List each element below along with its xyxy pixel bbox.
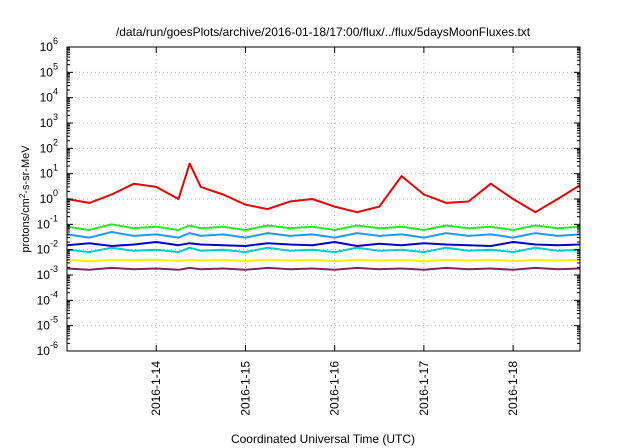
x-tick-label: 2016-1-18 [506,361,520,416]
y-tick-label: 105 [40,61,58,79]
y-tick-label: 10-5 [37,315,58,333]
series-line-7 [66,266,581,271]
y-tick-label: 101 [40,163,58,181]
series-line-3 [66,231,581,239]
y-tick-label: 103 [40,112,58,130]
y-tick-label: 10-2 [37,239,58,257]
y-tick-label: 10-3 [37,264,58,282]
y-tick-label: 104 [40,87,58,105]
series-line-5 [66,241,581,247]
series-line-2 [66,223,581,231]
series-line-6 [66,258,581,263]
x-tick-label: 2016-1-17 [417,361,431,416]
x-tick-label: 2016-1-14 [149,361,163,416]
series-line-4 [66,246,581,254]
y-tick-label: 10-4 [37,289,58,307]
series-line-1 [66,162,581,214]
y-axis-label-base: protons/cm [20,198,32,252]
y-tick-label: 106 [40,36,58,54]
grid [67,47,580,351]
y-tick-label: 102 [40,137,58,155]
series-group [66,162,581,271]
chart-title: /data/run/goesPlots/archive/2016-01-18/1… [116,25,531,39]
y-tick-label: 100 [40,188,58,206]
ticks: 10-6 10-5 10-4 10-3 10-2 10-1 100 101 102 103 104 1… [37,36,580,416]
y-axis-label: protons/cm2-s-sr-MeV [18,145,33,253]
x-tick-label: 2016-1-15 [238,361,252,416]
y-axis-label-sup: 2 [18,193,27,198]
y-axis-label-rest: -s-sr-MeV [20,145,32,194]
x-axis-label: Coordinated Universal Time (UTC) [231,432,415,446]
y-tick-label: 10-1 [37,213,58,231]
y-tick-label: 10-6 [37,340,58,358]
x-tick-label: 2016-1-16 [328,361,342,416]
